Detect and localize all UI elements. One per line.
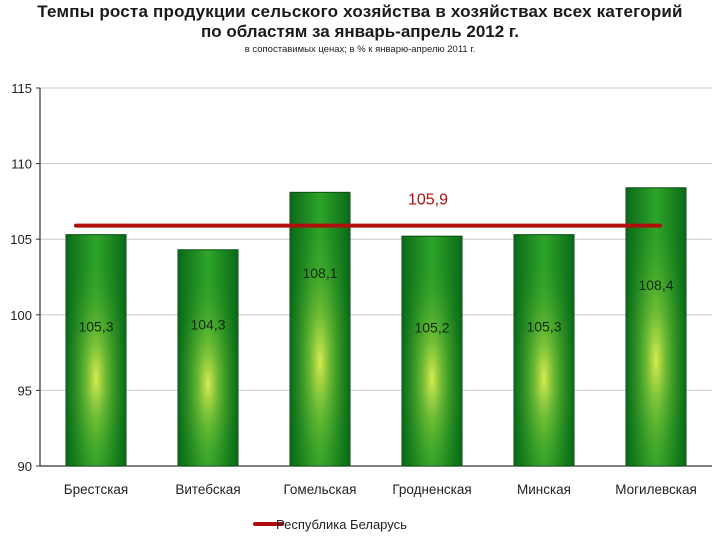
reference-line-layer: 105,9 [74, 192, 662, 228]
x-category-label: Гродненская [392, 482, 471, 497]
bar-value-label: 105,2 [414, 320, 449, 336]
x-category-label: Гомельская [284, 482, 357, 497]
bar-glow [66, 234, 126, 466]
legend-layer: Республика Беларусь [253, 517, 407, 532]
bar-glow [178, 249, 238, 466]
y-tick-label: 115 [11, 81, 32, 96]
x-category-label: Витебская [175, 482, 240, 497]
legend-label: Республика Беларусь [276, 517, 407, 532]
grid-layer: 90 95 100 105 110 115 [10, 81, 712, 474]
bar-value-label: 108,4 [638, 277, 673, 293]
y-tick-label: 90 [18, 459, 32, 474]
bar-glow [514, 234, 574, 466]
chart-subtitle: в сопоставимых ценах; в % к январю-апрел… [244, 44, 476, 55]
x-category-label: Могилевская [615, 482, 697, 497]
bar-value-label: 108,1 [302, 265, 337, 281]
y-tick-label: 95 [18, 383, 32, 398]
x-category-label: Брестская [64, 482, 128, 497]
reference-line-label: 105,9 [408, 192, 448, 209]
bar-glow [402, 236, 462, 466]
bar-glow [290, 192, 350, 466]
bar-glow [626, 187, 686, 467]
y-tick-label: 110 [11, 157, 32, 172]
labels-layer: 105,3 Брестская 104,3 Витебская 108,1 Гомельс… [64, 265, 697, 497]
bar-value-label: 105,3 [78, 319, 113, 335]
bar-value-label: 105,3 [526, 319, 561, 335]
y-tick-label: 100 [10, 308, 32, 323]
chart-title-line1: Темпы роста продукции сельского хозяйств… [37, 2, 683, 21]
y-tick-label: 105 [10, 232, 32, 247]
bar-value-label: 104,3 [190, 317, 225, 333]
chart-title-line2: по областям за январь-апрель 2012 г. [200, 22, 520, 41]
x-category-label: Минская [517, 482, 571, 497]
bars-layer [65, 187, 687, 467]
